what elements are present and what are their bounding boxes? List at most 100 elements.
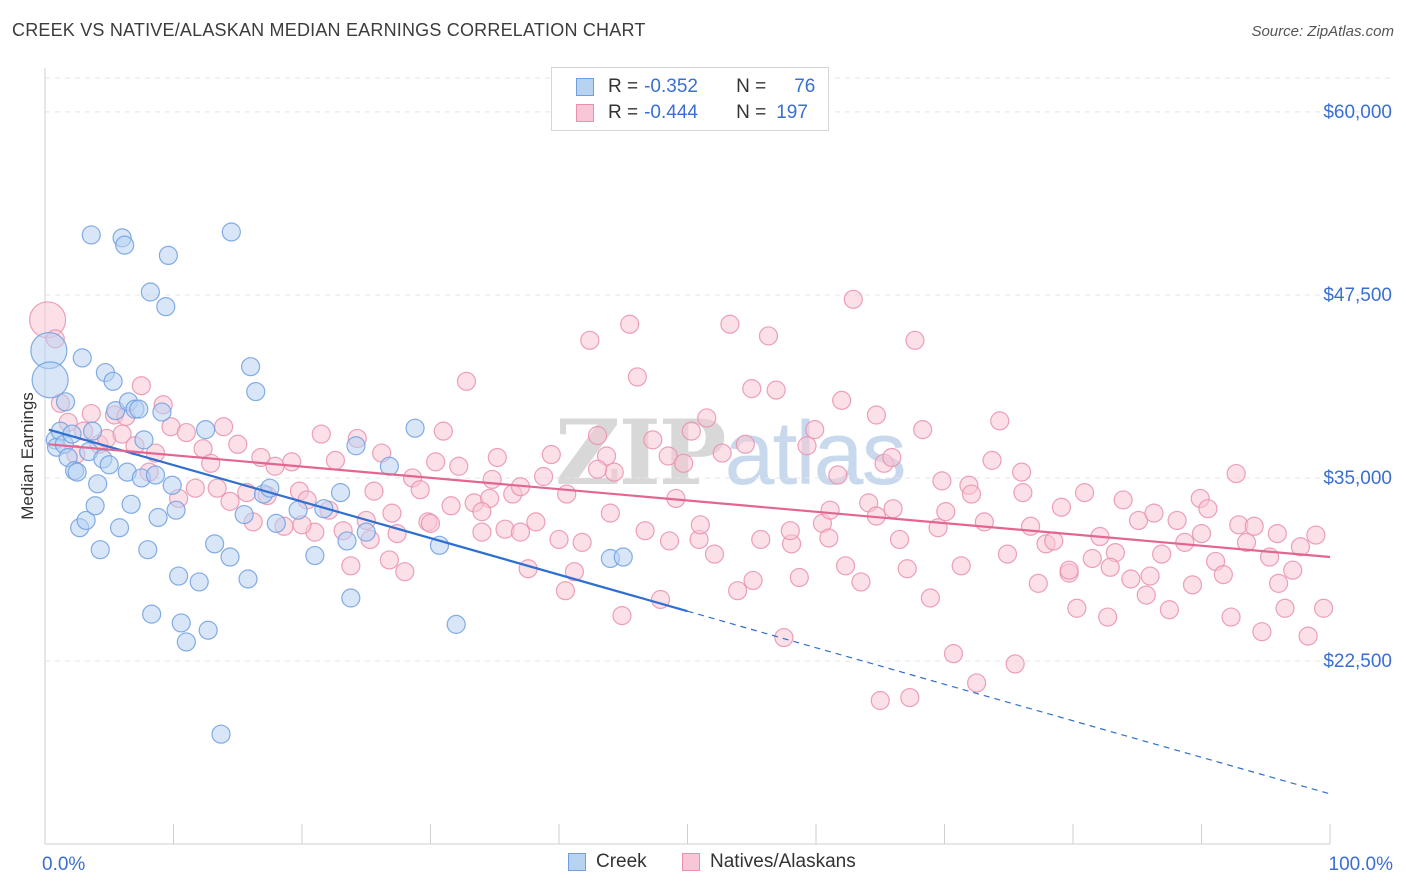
natives-alaskans-point [1136, 585, 1156, 605]
creek-trend-line [48, 428, 688, 613]
r-value: -0.352 [644, 76, 698, 97]
creek-point [134, 430, 154, 450]
natives-alaskans-point [905, 330, 925, 350]
natives-alaskans-point [456, 371, 477, 391]
natives-alaskans-point [943, 644, 964, 664]
creek-point [129, 399, 149, 419]
creek-point [613, 547, 633, 567]
natives-alaskans-point [541, 444, 561, 465]
natives-alaskans-point [681, 421, 701, 441]
natives-alaskans-point [697, 408, 717, 428]
natives-alaskans-point [176, 422, 196, 443]
natives-alaskans-point [533, 466, 554, 487]
natives-alaskans-point [1213, 564, 1233, 585]
natives-alaskans-point [426, 452, 446, 472]
natives-alaskans-point [1140, 566, 1160, 586]
natives-alaskans-point [690, 515, 710, 535]
natives-alaskans-point [1221, 607, 1241, 627]
natives-alaskans-point [720, 314, 740, 334]
natives-alaskans-point [990, 411, 1010, 431]
natives-alaskans-point [780, 521, 800, 541]
creek-point [158, 245, 178, 266]
natives-alaskans-point [932, 471, 952, 491]
natives-alaskans-point [1167, 510, 1187, 531]
natives-alaskans-point [325, 450, 346, 470]
natives-alaskans-point [1074, 483, 1095, 503]
creek-point [356, 522, 376, 542]
x-tick-label: 100.0% [1329, 854, 1394, 875]
natives-alaskans-point [820, 500, 840, 520]
natives-alaskans-point [797, 436, 817, 456]
natives-alaskans-point [1028, 573, 1048, 593]
creek-point [266, 513, 286, 533]
natives-alaskans-point [735, 434, 755, 454]
creek-point [140, 282, 160, 302]
creek-point [429, 535, 450, 555]
natives-alaskans-point [311, 424, 331, 444]
creek-point [205, 534, 225, 554]
natives-alaskans-point [1005, 654, 1025, 674]
natives-alaskans-point [265, 456, 285, 476]
legend-label-natives: Natives/Alaskans [710, 851, 856, 872]
natives-alaskans-point [843, 289, 863, 309]
natives-alaskans-point [526, 512, 546, 532]
legend-row-natives: R = -0.444 N = 197 [576, 100, 808, 126]
natives-alaskans-point [1128, 510, 1149, 531]
natives-alaskans-point [1275, 598, 1295, 618]
natives-alaskans-point [900, 687, 920, 708]
natives-alaskans-point [207, 478, 227, 498]
natives-alaskans-point [1011, 462, 1032, 482]
natives-alaskans-point [220, 491, 240, 511]
y-tick-label: $22,500 [1323, 651, 1392, 672]
creek-point [337, 531, 357, 551]
natives-alaskans-point [819, 528, 839, 548]
creek-point [103, 371, 123, 391]
natives-alaskans-point [789, 567, 809, 588]
natives-alaskans-point [596, 446, 617, 466]
natives-alaskans-point [774, 627, 794, 648]
natives-alaskans-point [1226, 463, 1246, 484]
natives-alaskans-point [805, 420, 825, 440]
natives-alaskans-point [951, 556, 971, 576]
natives-alaskans-point [1113, 490, 1133, 510]
natives-alaskans-point [1098, 607, 1118, 627]
natives-alaskans-point [1013, 483, 1033, 503]
axes [44, 68, 1331, 845]
n-label: N = [736, 76, 767, 97]
natives-alaskans-point [620, 314, 640, 334]
natives-alaskans-point [674, 453, 694, 473]
natives-alaskans-point [1159, 600, 1179, 620]
natives-alaskans-point [882, 447, 902, 468]
creek-point [81, 225, 101, 245]
natives-alaskans-point [743, 570, 763, 591]
natives-alaskans-point [604, 462, 624, 482]
n-value: 76 [794, 76, 816, 97]
n-value: 197 [776, 102, 808, 123]
creek-point [90, 540, 110, 560]
natives-alaskans-point [472, 522, 492, 542]
creek-point [221, 222, 241, 242]
natives-alaskans-point [982, 450, 1002, 470]
natives-alaskans-point [564, 562, 585, 582]
natives-alaskans-point [410, 480, 430, 500]
r-label: R = [608, 76, 639, 97]
natives-alaskans-point [395, 562, 415, 582]
natives-alaskans-point [379, 550, 399, 570]
natives-alaskans-point [997, 544, 1018, 564]
creek-point [234, 504, 254, 525]
natives-alaskans-point [866, 405, 886, 425]
natives-alaskans-point [870, 690, 890, 711]
creek-point [148, 507, 168, 528]
y-tick-label: $47,500 [1323, 285, 1392, 306]
creek-point [88, 474, 108, 494]
natives-alaskans-point [555, 581, 576, 601]
correlation-legend: R = -0.352 N = 76 R = -0.444 N = 197 [551, 67, 829, 131]
natives-alaskans-point [282, 452, 302, 472]
natives-alaskans-point [1283, 560, 1303, 580]
natives-alaskans-point [851, 572, 871, 592]
natives-alaskans-point [572, 532, 592, 552]
creek-point [109, 518, 130, 538]
natives-alaskans-point [449, 456, 469, 476]
natives-alaskans-point [1298, 626, 1318, 646]
